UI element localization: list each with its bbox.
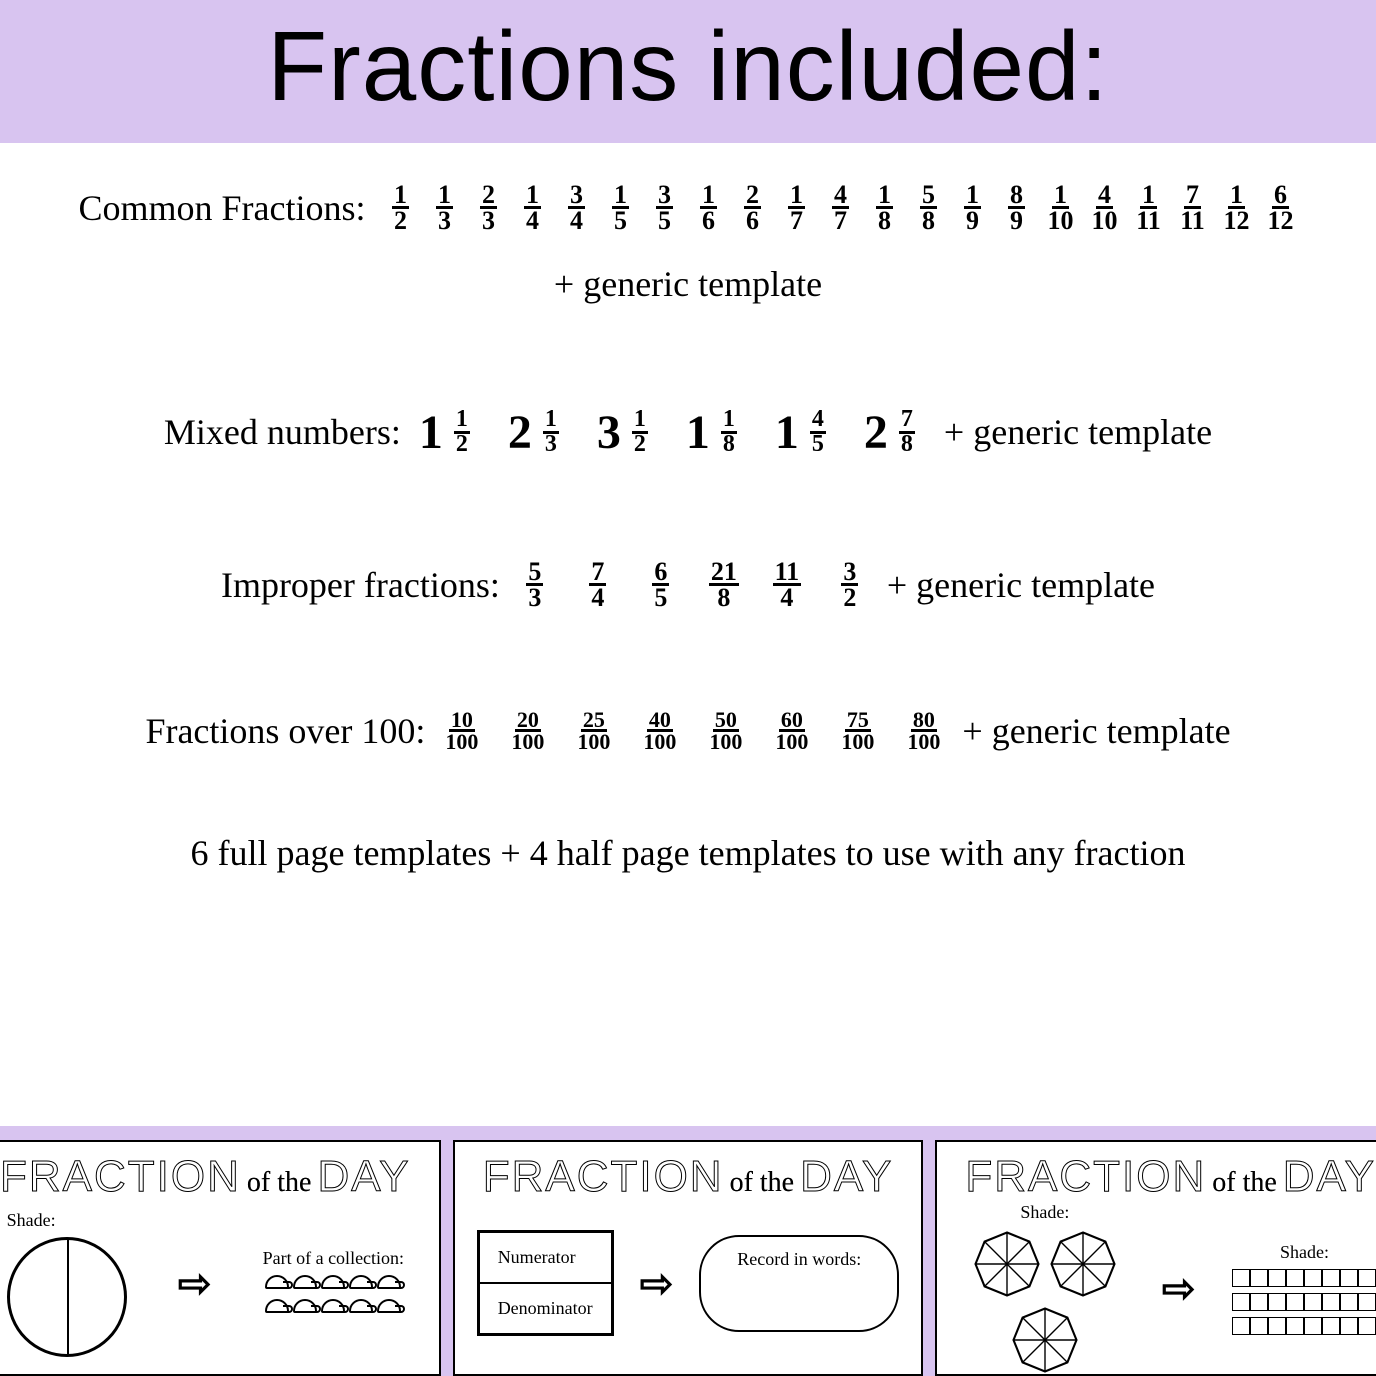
improper-fractions-section: Improper fractions: 53 74 65 218 114 32 … [0, 560, 1376, 610]
fraction: 10100 [443, 710, 480, 753]
fraction: 110 [1044, 183, 1078, 233]
preview-card-3: FRACTIONof theDAY Shade: ⇨ Shade: [935, 1140, 1376, 1376]
cap-icon [321, 1299, 345, 1313]
fraction: 16 [692, 183, 726, 233]
fraction: 17 [780, 183, 814, 233]
fraction: 12 [384, 183, 418, 233]
fraction: 80100 [905, 710, 942, 753]
numerator-cell: Numerator [479, 1232, 612, 1283]
card-title: FRACTIONof theDAY [951, 1152, 1376, 1202]
fraction: 15 [604, 183, 638, 233]
shade-label: Shade: [1020, 1202, 1069, 1223]
arrow-icon: ⇨ [178, 1260, 212, 1307]
fraction: 25100 [575, 710, 612, 753]
cap-icon [321, 1275, 345, 1289]
mixed-number: 213 [508, 405, 568, 460]
bar-grid [1232, 1269, 1376, 1335]
fraction: 47 [824, 183, 858, 233]
cap-icon [265, 1275, 289, 1289]
arrow-icon: ⇨ [640, 1260, 674, 1307]
denominator-cell: Denominator [479, 1283, 612, 1334]
fraction: 50100 [707, 710, 744, 753]
fraction: 74 [581, 560, 615, 610]
caps-grid [265, 1275, 401, 1319]
octagon-group [965, 1229, 1125, 1375]
fraction: 65 [644, 560, 678, 610]
cap-icon [293, 1299, 317, 1313]
common-generic-text: + generic template [0, 263, 1376, 305]
fraction: 13 [534, 409, 568, 455]
fraction: 60100 [773, 710, 810, 753]
improper-fractions-label: Improper fractions: [221, 564, 500, 606]
octagon-icon [1010, 1305, 1080, 1375]
fraction: 32 [833, 560, 867, 610]
templates-note: 6 full page templates + 4 half page temp… [0, 832, 1376, 874]
over100-label: Fractions over 100: [145, 710, 425, 752]
fraction: 20100 [509, 710, 546, 753]
mixed-numbers-section: Mixed numbers: 112 213 312 118 145 278 +… [0, 405, 1376, 460]
page-title: Fractions included: [0, 0, 1376, 143]
fraction: 218 [707, 560, 741, 610]
numerator-denominator-table: Numerator Denominator [477, 1230, 614, 1336]
collection-label: Part of a collection: [263, 1248, 404, 1269]
fraction: 410 [1088, 183, 1122, 233]
fraction: 18 [868, 183, 902, 233]
fraction: 19 [956, 183, 990, 233]
octagon-icon [972, 1229, 1042, 1299]
fraction: 12 [445, 409, 479, 455]
mixed-number: 278 [864, 405, 924, 460]
fraction: 114 [770, 560, 804, 610]
fraction: 35 [648, 183, 682, 233]
card-title: FRACTIONof theDAY [469, 1152, 908, 1202]
common-fractions-label: Common Fractions: [79, 187, 366, 229]
fraction: 89 [1000, 183, 1034, 233]
over100-section: Fractions over 100: 10100 20100 25100 40… [0, 710, 1376, 753]
cap-icon [349, 1275, 373, 1289]
bar-row [1232, 1293, 1376, 1311]
mixed-number: 312 [597, 405, 657, 460]
fraction: 75100 [839, 710, 876, 753]
fraction: 111 [1132, 183, 1166, 233]
fraction: 40100 [641, 710, 678, 753]
fraction: 58 [912, 183, 946, 233]
fraction: 78 [890, 409, 924, 455]
mixed-numbers-label: Mixed numbers: [164, 411, 401, 453]
common-fractions-section: Common Fractions: 12 13 23 14 34 15 35 1… [0, 183, 1376, 305]
fraction: 711 [1176, 183, 1210, 233]
mixed-number: 145 [775, 405, 835, 460]
mixed-number: 112 [419, 405, 479, 460]
shade-label: Shade: [7, 1210, 56, 1231]
arrow-icon: ⇨ [1162, 1265, 1196, 1312]
preview-card-2: FRACTIONof theDAY Numerator Denominator … [453, 1140, 924, 1376]
preview-card-1: FRACTIONof theDAY Shade: ⇨ Part of a col… [0, 1140, 441, 1376]
cap-icon [377, 1275, 401, 1289]
bar-row [1232, 1317, 1376, 1335]
card-title: FRACTIONof theDAY [0, 1152, 425, 1202]
over100-generic-text: + generic template [962, 710, 1230, 752]
fraction: 112 [1220, 183, 1254, 233]
cap-icon [293, 1275, 317, 1289]
fraction: 612 [1264, 183, 1298, 233]
preview-footer: FRACTIONof theDAY Shade: ⇨ Part of a col… [0, 1126, 1376, 1376]
improper-generic-text: + generic template [887, 564, 1155, 606]
fraction: 13 [428, 183, 462, 233]
bar-row [1232, 1269, 1376, 1287]
octagon-icon [1048, 1229, 1118, 1299]
fraction: 45 [801, 409, 835, 455]
fraction: 14 [516, 183, 550, 233]
mixed-number: 118 [686, 405, 746, 460]
circle-diagram [7, 1237, 127, 1357]
fraction: 34 [560, 183, 594, 233]
fraction: 26 [736, 183, 770, 233]
cap-icon [265, 1299, 289, 1313]
mixed-generic-text: + generic template [944, 411, 1212, 453]
fraction: 18 [712, 409, 746, 455]
cap-icon [377, 1299, 401, 1313]
record-bubble: Record in words: [699, 1235, 899, 1332]
fraction: 23 [472, 183, 506, 233]
shade-label: Shade: [1280, 1242, 1329, 1263]
cap-icon [349, 1299, 373, 1313]
fraction: 12 [623, 409, 657, 455]
fraction: 53 [518, 560, 552, 610]
